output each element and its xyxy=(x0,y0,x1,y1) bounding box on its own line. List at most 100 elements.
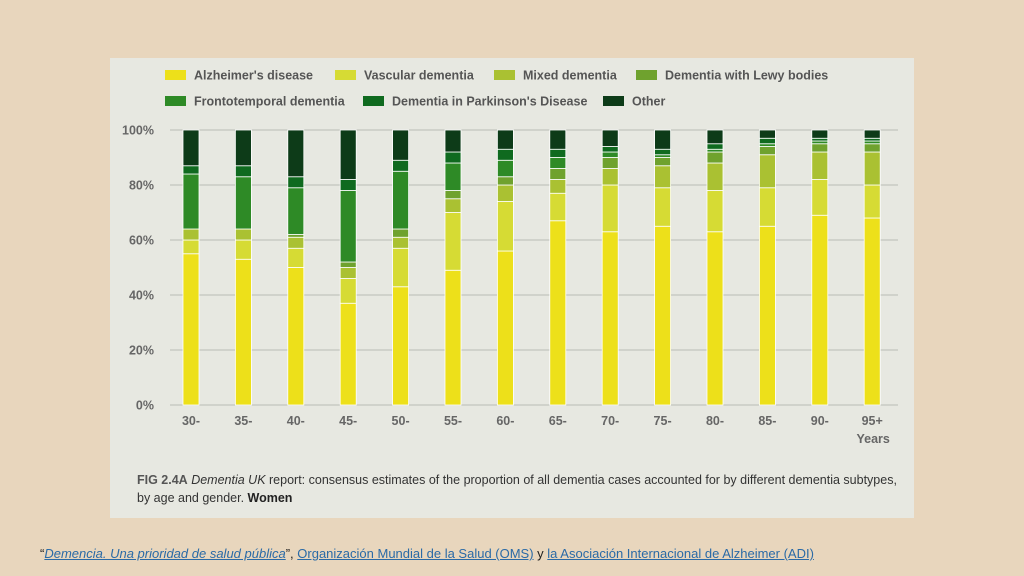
y-tick-label: 40% xyxy=(129,289,154,303)
y-tick-label: 0% xyxy=(136,399,154,413)
source-title-link[interactable]: Demencia. Una prioridad de salud pública xyxy=(44,546,286,561)
bar-segment-alzheimer-s-disease xyxy=(182,253,200,406)
bar-segment-vascular-dementia xyxy=(759,187,776,227)
bar-segment-dementia-in-parkinson-s-disease xyxy=(549,148,567,158)
bar-segment-vascular-dementia xyxy=(601,184,619,233)
stacked-bar-chart: Alzheimer's disease Vascular dementia Mixe… xyxy=(122,69,898,446)
bar-group-70 xyxy=(601,129,619,406)
x-tick-label: 45- xyxy=(339,414,357,428)
bar-group-80 xyxy=(706,129,724,406)
x-tick-label: 85- xyxy=(758,414,776,428)
bar-segment-other xyxy=(182,129,200,167)
source-org1-link[interactable]: Organización Mundial de la Salud (OMS) xyxy=(297,546,534,561)
bar-segment-vascular-dementia xyxy=(811,179,829,216)
bar-segment-other xyxy=(496,129,514,150)
bar-group-85 xyxy=(759,129,776,406)
bar-segment-alzheimer-s-disease xyxy=(601,231,619,406)
bar-segment-mixed-dementia xyxy=(339,267,357,279)
bar-segment-alzheimer-s-disease xyxy=(287,267,305,406)
bar-segment-dementia-with-lewy-bodies xyxy=(863,143,881,153)
bar-segment-alzheimer-s-disease xyxy=(863,217,881,406)
bar-segment-other xyxy=(811,129,829,139)
bar-segment-mixed-dementia xyxy=(654,165,671,189)
legend-swatch-other xyxy=(603,96,624,106)
bar-segment-other xyxy=(759,129,776,139)
legend-swatch-mixed-dementia xyxy=(494,70,515,80)
bar-segment-mixed-dementia xyxy=(706,162,724,191)
legend-label-alzheimer-s-disease: Alzheimer's disease xyxy=(194,69,313,83)
bar-segment-other xyxy=(444,129,462,153)
x-axis: 30- 35- 40- 45- 50- 55- 60- 65- 70- 75- 80- 85- 90- 9… xyxy=(182,414,890,446)
bar-segment-mixed-dementia xyxy=(863,151,881,186)
y-tick-label: 100% xyxy=(122,124,154,138)
bar-segment-dementia-with-lewy-bodies xyxy=(496,176,514,186)
bar-segment-alzheimer-s-disease xyxy=(496,250,514,406)
x-tick-label: 90- xyxy=(811,414,829,428)
bar-segment-frontotemporal-dementia xyxy=(444,162,462,191)
bar-group-35 xyxy=(235,129,252,406)
legend-label-other: Other xyxy=(632,95,665,109)
bar-segment-vascular-dementia xyxy=(444,212,462,271)
bar-segment-mixed-dementia xyxy=(759,154,776,189)
caption-report-name: Dementia UK xyxy=(191,473,266,487)
legend-swatch-dementia-with-lewy-bodies xyxy=(636,70,657,80)
bar-group-45 xyxy=(339,129,357,406)
bar-group-65 xyxy=(549,129,567,406)
bar-segment-frontotemporal-dementia xyxy=(496,159,514,178)
x-tick-label: 70- xyxy=(601,414,619,428)
source-citation: “Demencia. Una prioridad de salud públic… xyxy=(40,546,814,561)
bar-segment-dementia-in-parkinson-s-disease xyxy=(444,151,462,164)
bar-group-60 xyxy=(496,129,514,406)
bar-segment-dementia-in-parkinson-s-disease xyxy=(182,165,200,175)
legend-label-vascular-dementia: Vascular dementia xyxy=(364,69,475,83)
x-tick-label: 80- xyxy=(706,414,724,428)
y-tick-label: 60% xyxy=(129,234,154,248)
x-tick-label: 65- xyxy=(549,414,567,428)
bars xyxy=(182,129,881,406)
bar-segment-frontotemporal-dementia xyxy=(392,170,410,230)
bar-segment-alzheimer-s-disease xyxy=(811,214,829,406)
bar-segment-dementia-in-parkinson-s-disease xyxy=(287,176,305,189)
x-tick-label: 95+ xyxy=(862,414,883,428)
x-tick-label: 55- xyxy=(444,414,462,428)
x-axis-unit-label: Years xyxy=(857,432,890,446)
bar-segment-mixed-dementia xyxy=(549,179,567,194)
legend-swatch-alzheimer-s-disease xyxy=(165,70,186,80)
caption-fig-label: FIG 2.4A xyxy=(137,473,188,487)
bar-segment-other xyxy=(392,129,410,161)
bar-segment-frontotemporal-dementia xyxy=(235,176,252,230)
grid xyxy=(170,129,898,406)
source-open-quote: “ xyxy=(40,546,45,561)
bar-segment-other xyxy=(339,129,357,180)
source-joiner: y xyxy=(533,546,548,561)
bar-segment-vascular-dementia xyxy=(549,192,567,222)
bar-segment-dementia-with-lewy-bodies xyxy=(811,143,829,153)
bar-segment-mixed-dementia xyxy=(444,198,462,213)
source-close-quote: ”, xyxy=(285,546,298,561)
bar-segment-dementia-with-lewy-bodies xyxy=(392,228,410,238)
x-tick-label: 75- xyxy=(654,414,672,428)
x-tick-label: 60- xyxy=(496,414,514,428)
bar-segment-dementia-in-parkinson-s-disease xyxy=(863,137,881,142)
bar-segment-alzheimer-s-disease xyxy=(706,231,724,406)
bar-segment-dementia-in-parkinson-s-disease xyxy=(601,146,619,153)
bar-segment-dementia-with-lewy-bodies xyxy=(444,190,462,200)
legend-label-dementia-in-parkinson-s-disease: Dementia in Parkinson's Disease xyxy=(392,95,587,109)
bar-group-95 xyxy=(863,129,881,406)
bar-segment-frontotemporal-dementia xyxy=(811,140,829,145)
x-tick-label: 35- xyxy=(234,414,252,428)
y-tick-label: 80% xyxy=(129,179,154,193)
bar-segment-frontotemporal-dementia xyxy=(706,148,724,153)
bar-segment-alzheimer-s-disease xyxy=(392,286,410,406)
bar-segment-dementia-in-parkinson-s-disease xyxy=(811,137,829,142)
source-org2-link[interactable]: la Asociación Internacional de Alzheimer… xyxy=(547,546,814,561)
bar-segment-mixed-dementia xyxy=(496,184,514,202)
bar-group-55 xyxy=(444,129,462,406)
bar-segment-other xyxy=(601,129,619,147)
bar-segment-mixed-dementia xyxy=(811,151,829,180)
bar-segment-dementia-with-lewy-bodies xyxy=(654,157,671,167)
bar-group-30 xyxy=(182,129,200,406)
bar-segment-vascular-dementia xyxy=(182,239,200,255)
bar-segment-other xyxy=(863,129,881,139)
bar-segment-alzheimer-s-disease xyxy=(235,258,252,406)
